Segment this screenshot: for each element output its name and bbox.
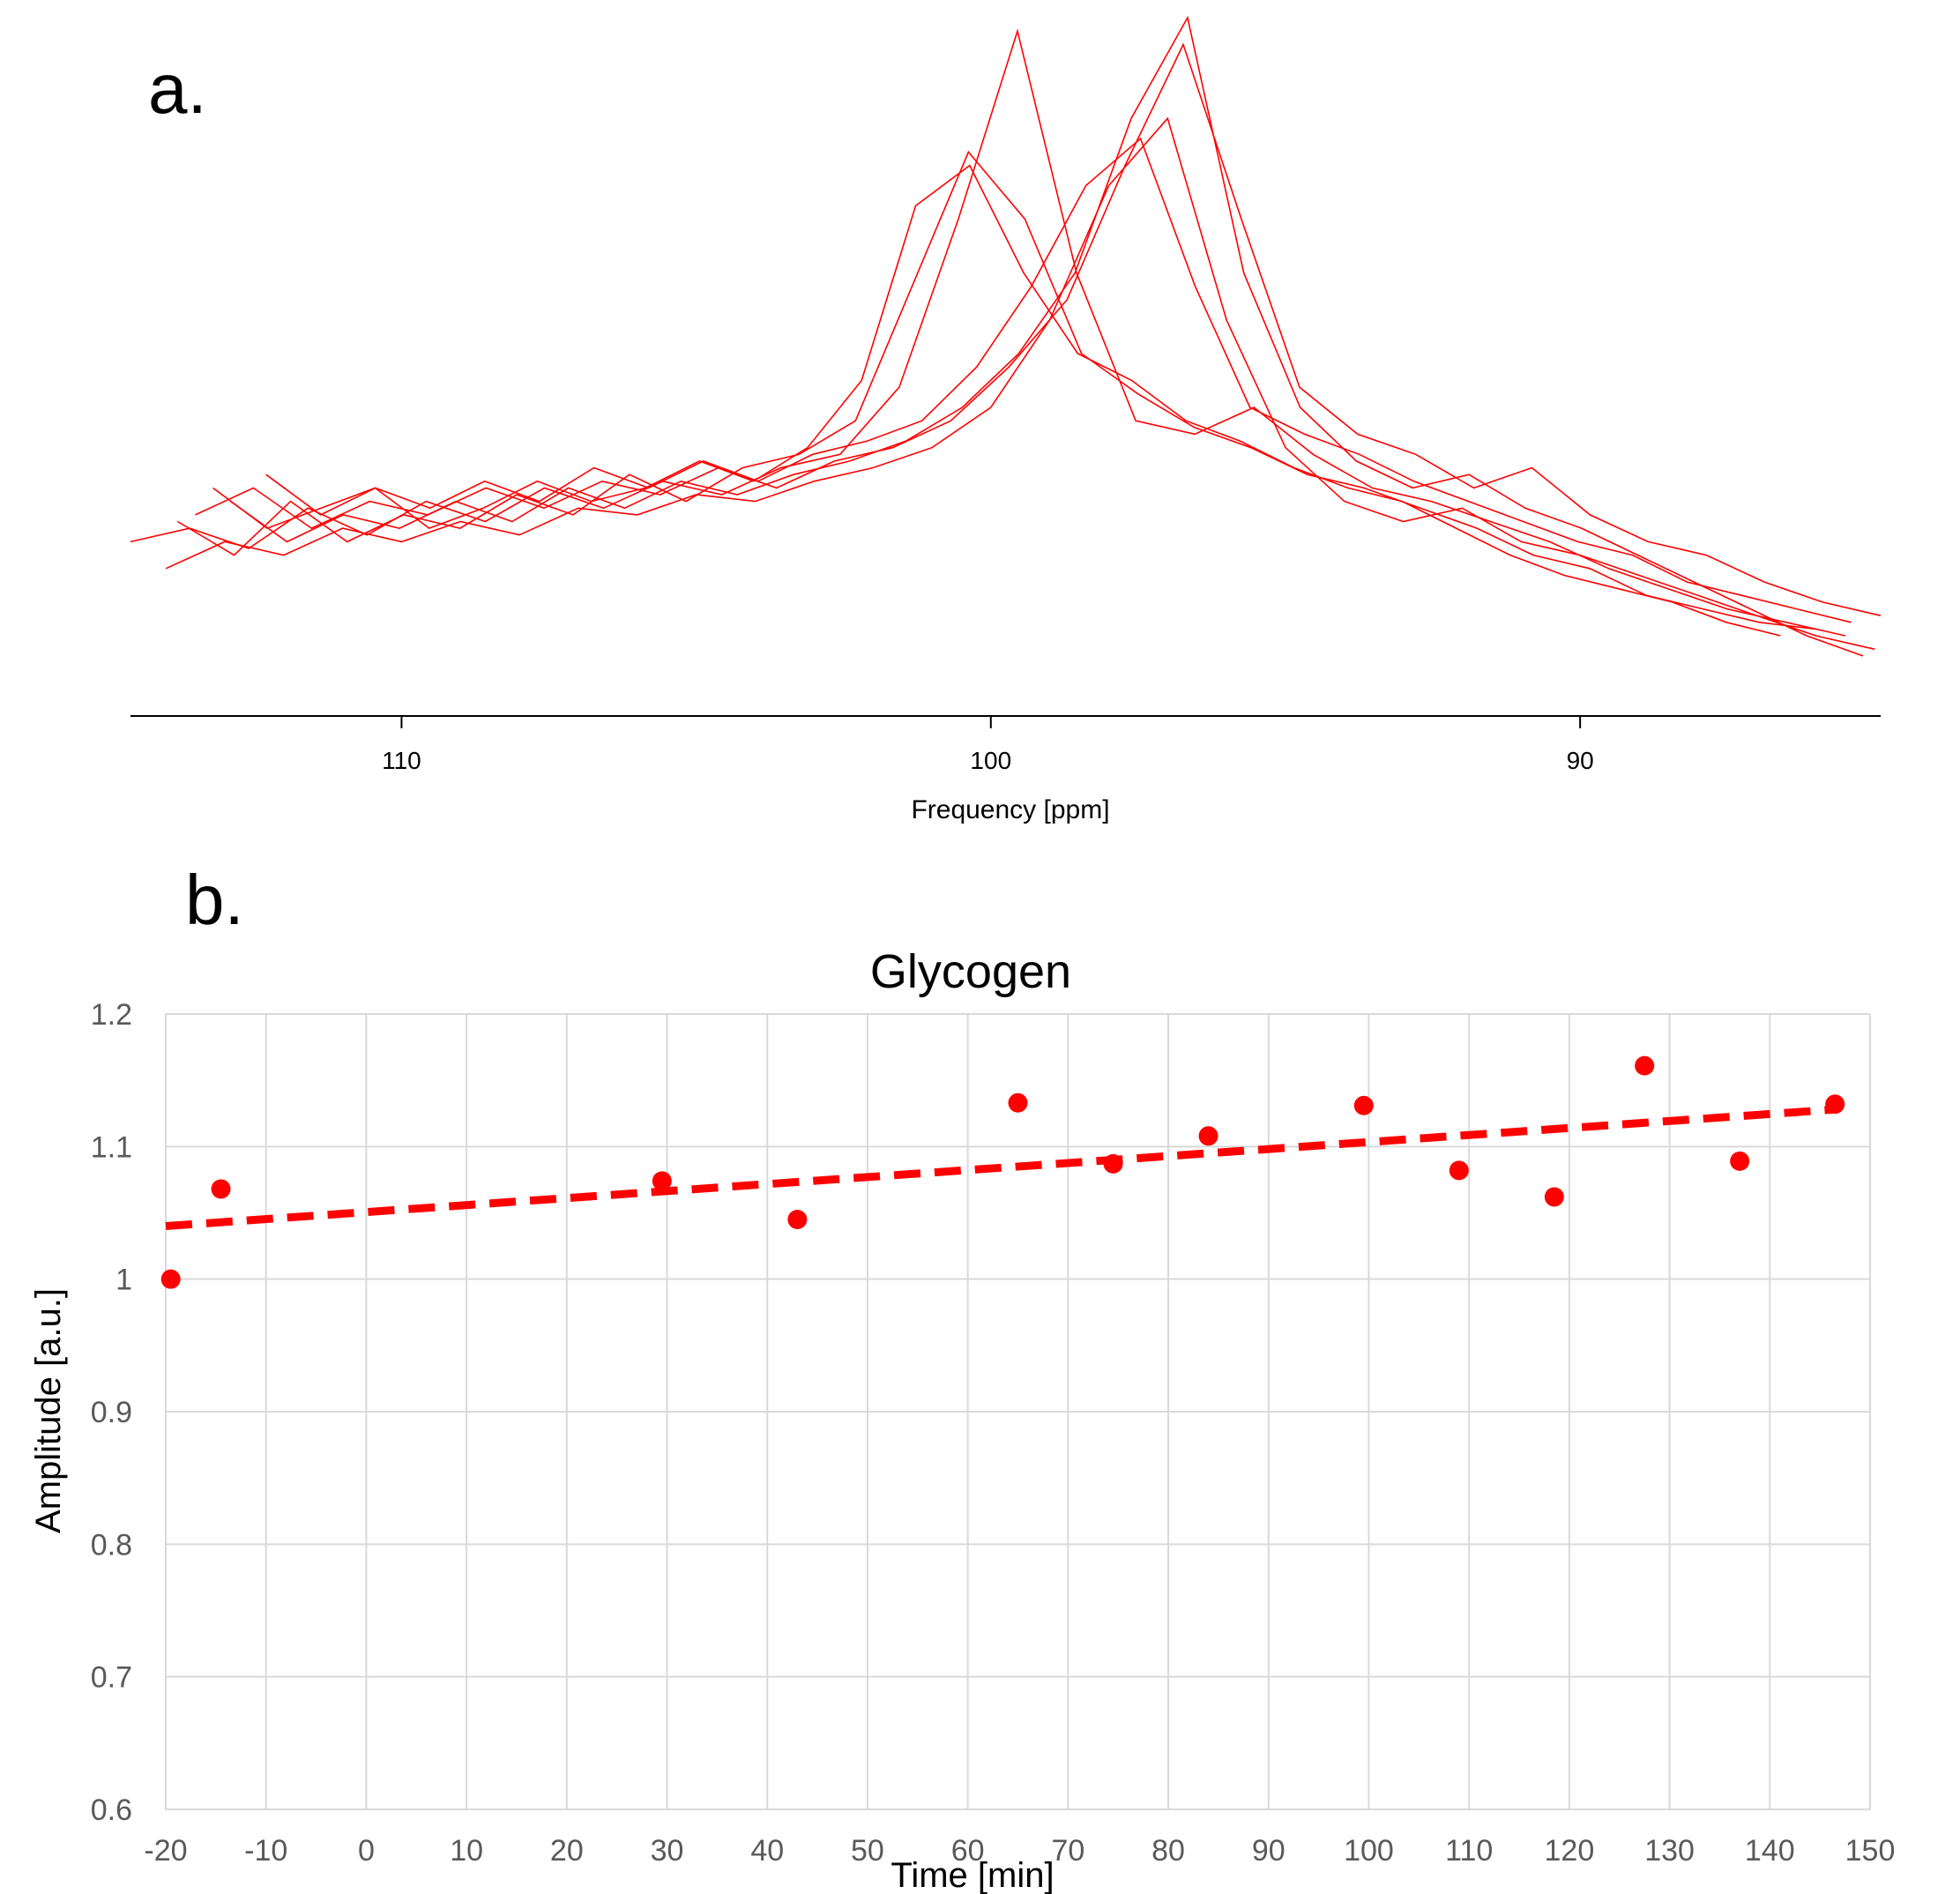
x-tick-label: 90 xyxy=(1252,1834,1286,1868)
spectrum-line xyxy=(230,15,1864,657)
data-point xyxy=(1198,1126,1218,1146)
x-tick-label: 120 xyxy=(1545,1834,1595,1868)
spectrum-series-group xyxy=(130,15,1882,657)
data-point xyxy=(1008,1092,1028,1113)
x-tick-label: 80 xyxy=(1151,1834,1185,1868)
y-tick-label: 1 xyxy=(116,1264,132,1297)
x-axis-label: Frequency [ppm] xyxy=(911,795,1109,824)
spectrum-line xyxy=(177,150,1816,630)
x-tick-label: 100 xyxy=(970,747,1011,774)
panel-b-label: b. xyxy=(185,861,244,939)
x-tick-label: 20 xyxy=(550,1834,584,1868)
y-tick-label: 0.7 xyxy=(91,1661,132,1695)
x-tick-label: 30 xyxy=(651,1834,684,1868)
y-tick-label: 0.6 xyxy=(91,1793,132,1827)
x-tick-label: 10 xyxy=(450,1834,483,1868)
spectrum-line xyxy=(130,28,1846,637)
y-tick-label: 0.8 xyxy=(91,1528,132,1562)
x-axis-label: Time [min] xyxy=(891,1856,1054,1894)
data-point xyxy=(211,1179,231,1199)
spectrum-line xyxy=(265,137,1852,623)
data-point xyxy=(160,1269,181,1289)
data-point xyxy=(1825,1094,1845,1115)
trendline xyxy=(165,1105,1836,1231)
x-tick-label: 110 xyxy=(1445,1834,1493,1868)
data-point xyxy=(787,1210,808,1230)
data-point xyxy=(1449,1160,1469,1181)
y-tick-label: 0.9 xyxy=(91,1396,132,1429)
x-tick-label: 70 xyxy=(1051,1834,1084,1868)
grid-group xyxy=(165,1013,1871,1810)
x-tick-label: 40 xyxy=(750,1834,784,1868)
data-point xyxy=(1544,1187,1564,1207)
x-tick-label: 60 xyxy=(951,1834,985,1868)
point-group xyxy=(160,1055,1845,1289)
x-tick-label: -20 xyxy=(144,1834,187,1868)
x-tick-group: -20 -10 0 10 20 30 40 50 60 70 80 90 100 110 120 130 140… xyxy=(144,1834,1895,1868)
data-point xyxy=(1103,1153,1123,1174)
spectrum-chart: 110 100 90 Frequency [ppm] xyxy=(130,15,1882,824)
x-tick-label: 150 xyxy=(1845,1834,1896,1868)
x-tick-label: 140 xyxy=(1745,1834,1795,1868)
spectrum-line xyxy=(165,116,1875,651)
x-tick-label: 100 xyxy=(1344,1834,1394,1868)
spectrum-line xyxy=(195,42,1882,616)
data-point xyxy=(1730,1151,1750,1171)
y-axis-label: Amplitude [a.u.] xyxy=(29,1288,68,1533)
panel-a-label: a. xyxy=(148,49,207,128)
data-point xyxy=(1353,1095,1374,1115)
x-tick-label: -10 xyxy=(244,1834,287,1868)
data-point xyxy=(1635,1055,1655,1076)
x-tick-label: 50 xyxy=(851,1834,884,1868)
x-tick-label: 90 xyxy=(1567,747,1594,774)
data-point xyxy=(652,1171,672,1191)
y-tick-label: 1.2 xyxy=(91,998,132,1032)
x-tick-label: 130 xyxy=(1644,1834,1695,1868)
y-tick-label: 1.1 xyxy=(91,1130,132,1164)
chart-title: Glycogen xyxy=(870,945,1071,998)
spectrum-line xyxy=(212,164,1781,637)
x-tick-group: 110 100 90 xyxy=(382,716,1594,774)
x-tick-label: 0 xyxy=(358,1834,375,1868)
y-tick-group: 0.6 0.7 0.8 0.9 1 1.1 1.2 xyxy=(91,998,132,1827)
x-tick-label: 110 xyxy=(382,747,421,774)
